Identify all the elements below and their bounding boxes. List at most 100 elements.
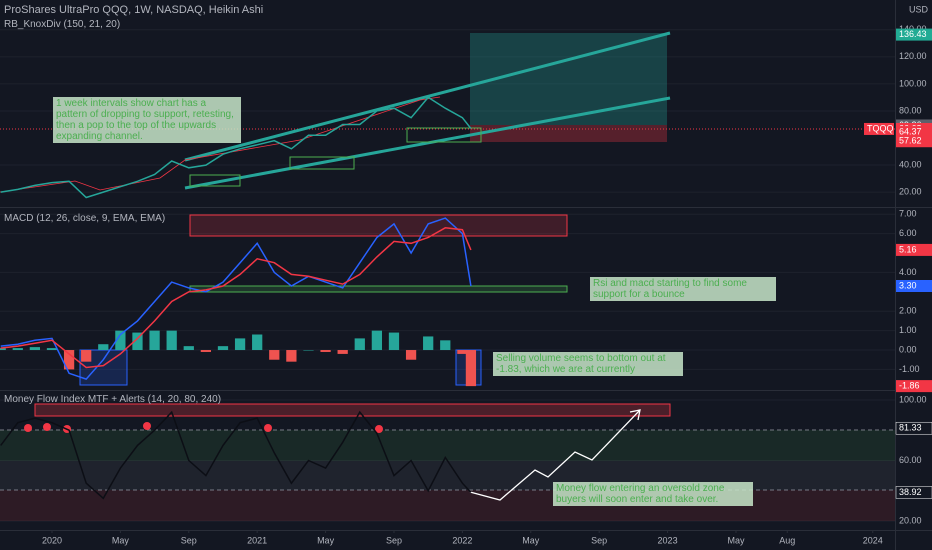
price-label: 136.43 bbox=[899, 29, 927, 39]
price-label: 38.92 bbox=[899, 487, 922, 497]
histogram-bar bbox=[132, 332, 143, 351]
histogram-bar bbox=[286, 350, 297, 362]
histogram-bar bbox=[200, 350, 212, 352]
x-tick-label: 2023 bbox=[658, 535, 678, 545]
x-tick-label: May bbox=[317, 535, 335, 545]
y-tick-label: 0.00 bbox=[899, 344, 917, 354]
y-tick-label: 6.00 bbox=[899, 228, 917, 238]
histogram-bar bbox=[269, 350, 280, 360]
mfi-title: Money Flow Index MTF + Alerts (14, 20, 8… bbox=[4, 394, 222, 405]
histogram-bar bbox=[371, 330, 383, 351]
symbol-tag: TQQQ bbox=[867, 123, 894, 133]
price-label: 5.16 bbox=[899, 244, 917, 254]
resistance-box bbox=[189, 214, 568, 237]
price-label: 81.33 bbox=[899, 423, 922, 433]
series-line bbox=[0, 227, 472, 369]
histogram-bar bbox=[183, 346, 194, 351]
histogram-bar bbox=[63, 350, 75, 370]
arrow-head bbox=[629, 409, 641, 421]
macd-title: MACD (12, 26, close, 9, EMA, EMA) bbox=[4, 213, 166, 224]
histogram-bar bbox=[303, 350, 314, 351]
histogram-bar bbox=[354, 338, 365, 351]
histogram-bar bbox=[457, 350, 468, 354]
mid-band bbox=[0, 461, 895, 490]
x-tick-label: Sep bbox=[386, 535, 402, 545]
symbol-tag-bg bbox=[864, 122, 894, 135]
histogram-bar bbox=[337, 350, 348, 354]
histogram-bar bbox=[320, 350, 331, 352]
support-box bbox=[406, 127, 482, 143]
x-tick-label: May bbox=[727, 535, 745, 545]
support-box bbox=[189, 285, 568, 293]
histogram-bar bbox=[98, 344, 109, 351]
y-tick-label: 20.00 bbox=[899, 515, 922, 525]
histogram-bar bbox=[217, 346, 229, 351]
histogram-bar bbox=[405, 350, 417, 360]
y-tick-label: 4.00 bbox=[899, 267, 917, 277]
histogram-bar bbox=[465, 350, 477, 387]
target-zone bbox=[470, 33, 667, 125]
annotation: 1 week intervals show chart has a patter… bbox=[53, 97, 241, 143]
y-tick-label: -1.00 bbox=[899, 364, 920, 374]
price-label: -1.86 bbox=[899, 380, 920, 390]
channel-upper bbox=[184, 31, 671, 162]
support-box bbox=[289, 156, 355, 170]
x-tick-label: 2024 bbox=[863, 535, 883, 545]
price-label-bg bbox=[896, 28, 932, 41]
x-tick-label: Sep bbox=[181, 535, 197, 545]
y-tick-label: 100.00 bbox=[899, 78, 927, 88]
price-label: 3.30 bbox=[899, 280, 917, 290]
price-label-bg bbox=[895, 486, 932, 499]
series-line bbox=[0, 96, 472, 199]
y-tick-label: 20.00 bbox=[899, 186, 922, 196]
price-label-bg bbox=[896, 243, 932, 256]
histogram-bar bbox=[46, 348, 58, 351]
histogram-bar bbox=[29, 347, 41, 351]
annotation: Selling volume seems to bottom out at -1… bbox=[493, 352, 683, 376]
histogram-bar bbox=[166, 330, 177, 351]
y-tick-label: 120.00 bbox=[899, 51, 927, 61]
indicator-title: RB_KnoxDiv (150, 21, 20) bbox=[4, 19, 121, 30]
histogram-bar bbox=[149, 330, 160, 351]
y-tick-label: 7.00 bbox=[899, 209, 917, 219]
oversold-band bbox=[0, 490, 895, 521]
resistance-box bbox=[34, 403, 671, 417]
x-tick-label: May bbox=[522, 535, 540, 545]
price-label-bg bbox=[896, 126, 932, 139]
y-tick-label: 60.00 bbox=[899, 455, 922, 465]
price-label-bg bbox=[896, 380, 932, 393]
price-label: 57.62 bbox=[899, 136, 922, 146]
x-tick-label: 2022 bbox=[452, 535, 472, 545]
annotation: Money flow entering an oversold zone buy… bbox=[553, 482, 753, 506]
y-tick-label: 2.00 bbox=[899, 306, 917, 316]
x-tick-label: 2020 bbox=[42, 535, 62, 545]
symbol-title: ProShares UltraPro QQQ, 1W, NASDAQ, Heik… bbox=[4, 4, 264, 16]
histogram-bar bbox=[423, 336, 434, 351]
series-line bbox=[0, 410, 472, 500]
overbought-band bbox=[0, 430, 895, 461]
x-tick-label: Aug bbox=[779, 535, 795, 545]
alert-dots bbox=[24, 422, 383, 433]
price-label-bg bbox=[896, 280, 932, 292]
projection-arrow bbox=[469, 409, 641, 501]
price-label-bg bbox=[895, 421, 932, 435]
y-tick-label: 40.00 bbox=[899, 159, 922, 169]
divergence-line bbox=[0, 96, 441, 193]
annotation: Rsi and macd starting to find some suppo… bbox=[590, 277, 776, 301]
price-label-bg bbox=[896, 135, 932, 148]
histogram-bar bbox=[234, 338, 246, 351]
histogram-bar bbox=[252, 334, 263, 351]
histogram-bar bbox=[440, 340, 451, 351]
currency: USD bbox=[909, 4, 929, 14]
histogram-bar bbox=[388, 332, 400, 351]
stop-zone bbox=[470, 125, 667, 142]
x-tick-label: Sep bbox=[591, 535, 607, 545]
y-tick-label: 80.00 bbox=[899, 105, 922, 115]
histogram-bar bbox=[81, 350, 92, 362]
series-line bbox=[0, 217, 472, 380]
channel-lower bbox=[184, 96, 671, 190]
histogram-bar bbox=[12, 348, 23, 351]
x-tick-label: May bbox=[112, 535, 130, 545]
